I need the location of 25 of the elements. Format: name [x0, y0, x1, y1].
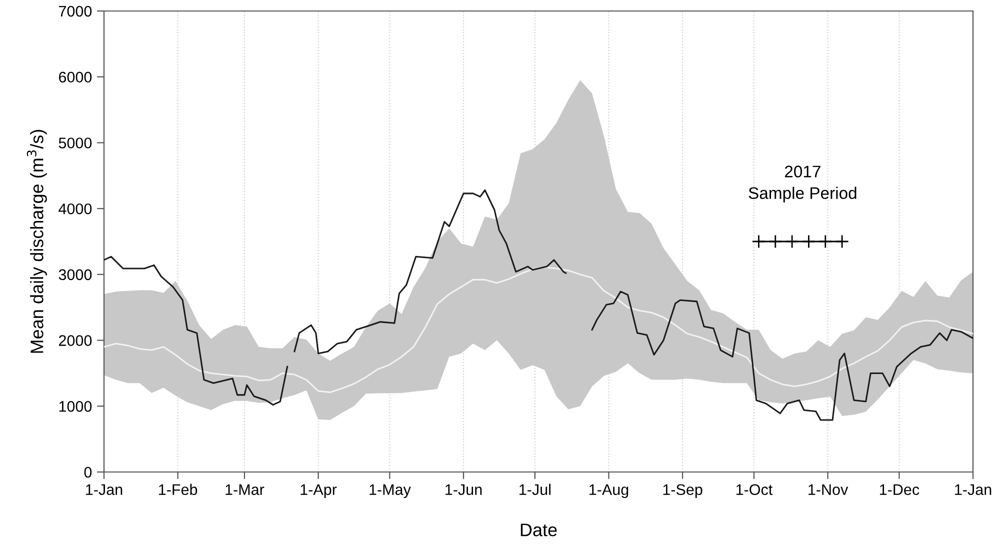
x-tick-label: 1-Mar	[226, 484, 264, 496]
x-tick-label: 1-Jan	[86, 484, 122, 496]
x-tick-label: 1-Sep	[663, 484, 702, 498]
y-tick-label: 7000	[58, 6, 92, 17]
x-tick-label: 1-Nov	[808, 484, 848, 496]
x-tick-label: 1-Jan	[955, 484, 992, 496]
y-axis-title: Mean daily discharge (m$^{3}$/s)	[26, 130, 47, 353]
x-tick-label: 1-Apr	[300, 484, 337, 498]
y-tick-label: 5000	[58, 138, 92, 148]
y-tick-label: 6000	[58, 72, 92, 83]
y-tick-label: 3000	[58, 269, 92, 280]
line-series	[104, 266, 973, 394]
x-tick-label: 1-Feb	[159, 484, 198, 496]
x-tick-label: 1-Aug	[590, 484, 628, 498]
y-tick-label: 2000	[58, 335, 92, 346]
x-tick-label: 1-Dec	[880, 484, 920, 496]
annotation: 2017 Sample Period	[748, 166, 856, 202]
y-tick-label: 4000	[58, 203, 92, 214]
x-tick-label: 1-Jun	[446, 484, 482, 496]
y-tick-label: 1000	[59, 401, 92, 412]
x-tick-label: 1-May	[370, 484, 411, 498]
y-tick-label: 0	[84, 466, 92, 478]
x-tick-label: 1-Jul	[520, 484, 550, 496]
x-tick-label: 1-Oct	[736, 484, 773, 496]
x-axis-title: Date	[520, 524, 557, 536]
